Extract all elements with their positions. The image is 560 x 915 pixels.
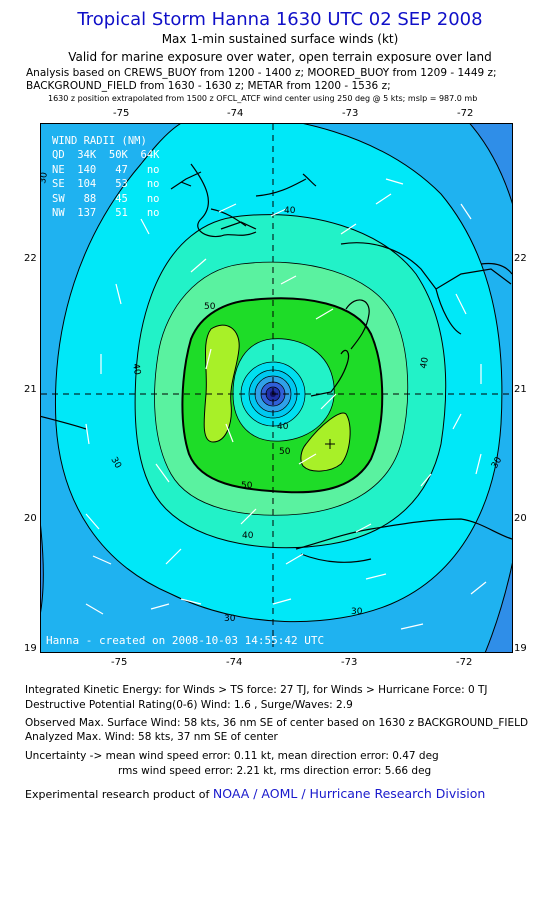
map-subtitle-winds: Max 1-min sustained surface winds (kt) — [161, 32, 399, 46]
wind-field-svg: 30 30 30 30 30 40 40 40 40 40 50 50 50 — [41, 124, 512, 652]
lat-tick-left: 19 — [24, 643, 37, 654]
analysis-line-1: Analysis based on CREWS_BUOY from 1200 -… — [26, 67, 497, 79]
map-credit: Hanna - created on 2008-10-03 14:55:42 U… — [46, 634, 325, 647]
lon-tick-top: -73 — [342, 108, 359, 119]
analysis-sources: Analysis based on CREWS_BUOY from 1200 -… — [26, 67, 497, 93]
contour-label: 50 — [204, 302, 216, 312]
analyzed-max-line: Analyzed Max. Wind: 58 kts, 37 nm SE of … — [25, 731, 278, 743]
lon-tick-bottom: -72 — [456, 657, 473, 668]
product-credit: Experimental research product of NOAA / … — [25, 786, 485, 801]
contour-label: 40 — [242, 531, 254, 541]
coastlines — [41, 163, 512, 563]
contour-label: 30 — [41, 171, 50, 184]
lon-tick-top: -74 — [227, 108, 244, 119]
wind-radii-row: NE 140 47 no — [52, 163, 160, 176]
contour-label: 40 — [284, 206, 296, 216]
wind-radii-table: WIND RADII (NM) QD 34K 50K 64K NE 140 47 n… — [52, 134, 159, 220]
lat-tick-left: 20 — [24, 513, 37, 524]
wind-radii-row: SW 88 45 no — [52, 192, 160, 205]
contour-label: 50 — [241, 481, 253, 491]
core-west — [203, 324, 240, 443]
product-prefix: Experimental research product of — [25, 788, 213, 801]
contour-label: 40 — [130, 363, 142, 376]
wind-radii-row: NW 137 51 no — [52, 207, 160, 220]
wind-field-map: 30 30 30 30 30 40 40 40 40 40 50 50 50 — [40, 123, 513, 653]
dpr-line: Destructive Potential Rating(0-6) Wind: … — [25, 699, 353, 711]
uncertainty-line-1: Uncertainty -> mean wind speed error: 0.… — [25, 750, 439, 762]
core-southeast — [300, 412, 351, 472]
wind-radii-title: WIND RADII (NM) — [52, 135, 147, 147]
wind-vectors — [85, 178, 487, 630]
contour-label: 50 — [279, 447, 291, 457]
lat-tick-right: 20 — [514, 513, 527, 524]
contour-label: 30 — [224, 614, 236, 624]
lon-tick-bottom: -74 — [226, 657, 243, 668]
map-subtitle-exposure: Valid for marine exposure over water, op… — [68, 50, 492, 64]
uncertainty-line-2: rms wind speed error: 2.21 kt, rms direc… — [118, 765, 432, 777]
lat-tick-left: 22 — [24, 253, 37, 264]
lat-tick-left: 21 — [24, 384, 37, 395]
ike-line: Integrated Kinetic Energy: for Winds > T… — [25, 684, 488, 696]
lat-tick-right: 21 — [514, 384, 527, 395]
lon-tick-top: -72 — [457, 108, 474, 119]
map-title: Tropical Storm Hanna 1630 UTC 02 SEP 200… — [77, 9, 483, 30]
lon-tick-top: -75 — [113, 108, 130, 119]
contour-label: 30 — [351, 607, 363, 617]
lat-tick-right: 19 — [514, 643, 527, 654]
lon-tick-bottom: -73 — [341, 657, 358, 668]
lat-tick-right: 22 — [514, 253, 527, 264]
wind-radii-header: QD 34K 50K 64K — [52, 149, 160, 162]
contour-label: 40 — [419, 356, 431, 369]
analysis-line-2: BACKGROUND_FIELD from 1630 - 1630 z; MET… — [26, 80, 391, 92]
wind-radii-row: SE 104 53 no — [52, 178, 160, 191]
lon-tick-bottom: -75 — [111, 657, 128, 668]
max-wind-marker — [325, 439, 335, 449]
hrd-link[interactable]: NOAA / AOML / Hurricane Research Divisio… — [212, 786, 486, 801]
analysis-position-note: 1630 z position extrapolated from 1500 z… — [48, 94, 478, 103]
contour-label: 40 — [277, 422, 289, 432]
observed-max-line: Observed Max. Surface Wind: 58 kts, 36 n… — [25, 717, 529, 729]
